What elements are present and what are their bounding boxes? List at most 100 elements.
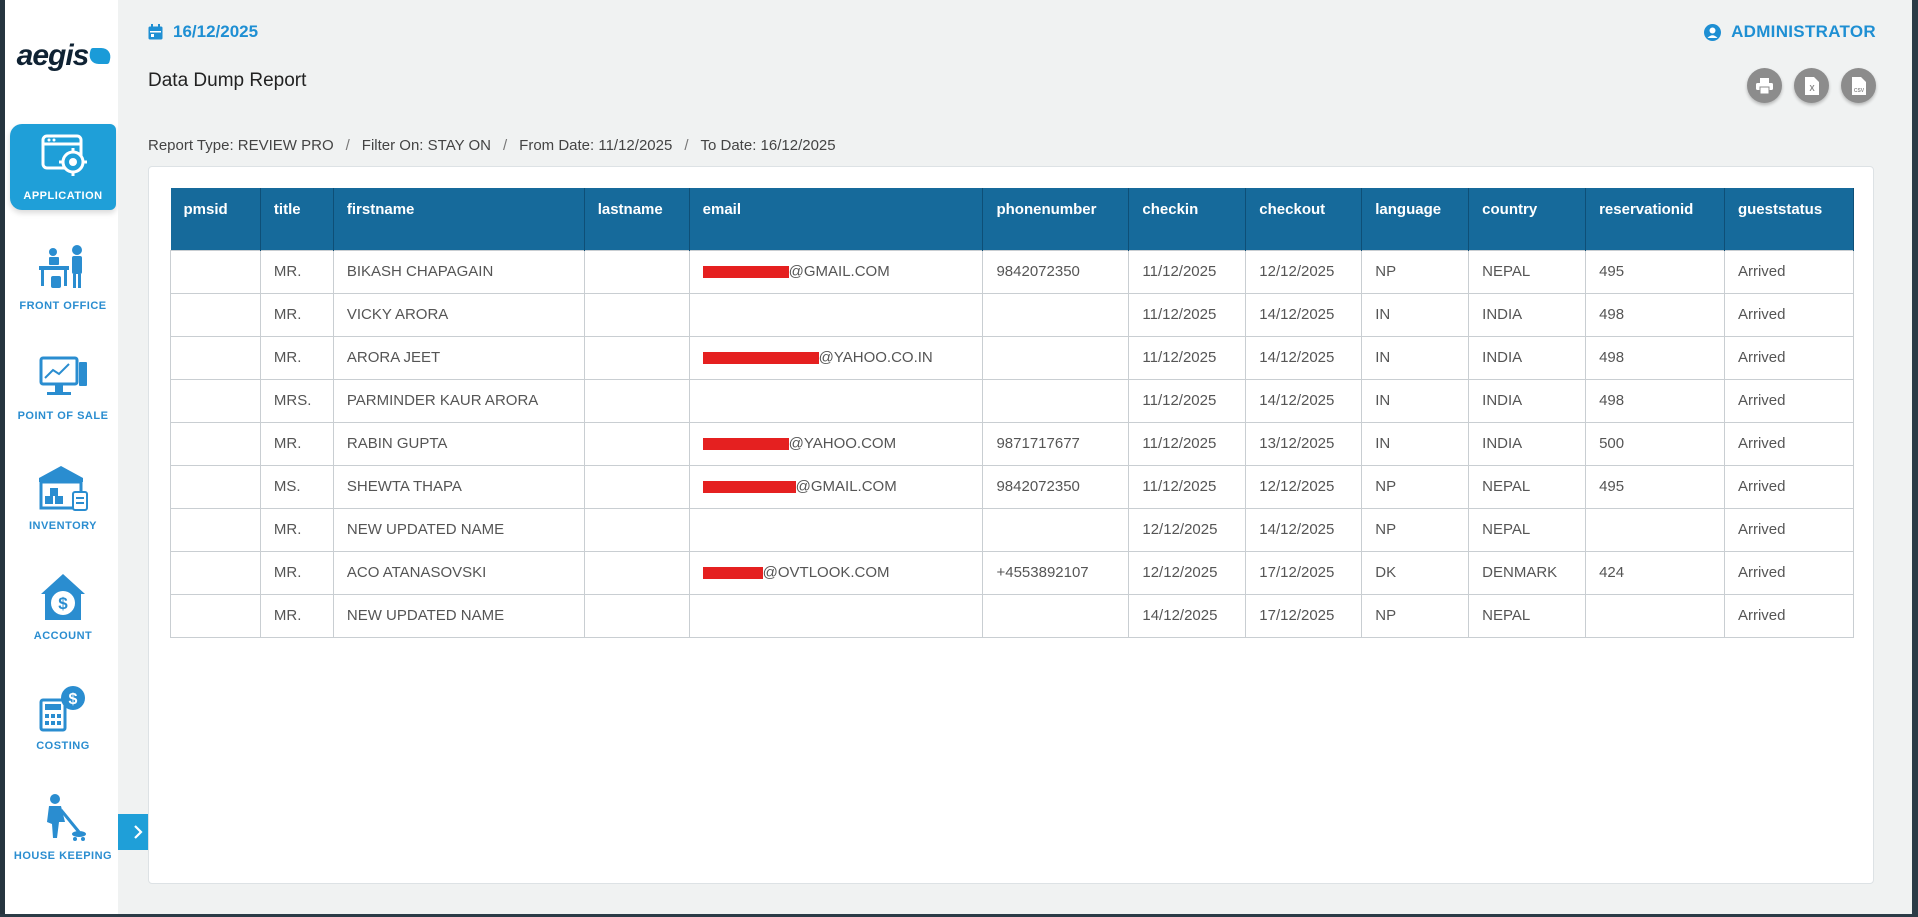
cell-checkout: 12/12/2025 (1245, 464, 1363, 509)
column-header-pmsid[interactable]: pmsid (170, 188, 261, 250)
cell-phonenumber (982, 335, 1130, 380)
cell-language: NP (1361, 593, 1470, 638)
redaction-mark (702, 481, 796, 494)
export-csv-button[interactable]: CSV (1841, 68, 1876, 103)
column-header-lastname[interactable]: lastname (584, 188, 690, 250)
cell-pmsid (170, 335, 261, 380)
data-dump-table: pmsid title firstname lastname email phonenum… (170, 188, 1855, 638)
cell-phonenumber (982, 593, 1130, 638)
column-header-firstname[interactable]: firstname (333, 188, 585, 250)
cell-country: INDIA (1468, 421, 1587, 466)
cell-firstname: BIKASH CHAPAGAIN (332, 249, 585, 294)
cell-title: MR. (259, 292, 334, 337)
cell-checkin: 11/12/2025 (1128, 335, 1247, 380)
cell-phonenumber (982, 507, 1130, 552)
sidebar-item-account[interactable]: $ ACCOUNT (10, 564, 116, 650)
sidebar-item-label: INVENTORY (28, 520, 98, 532)
cell-checkout: 14/12/2025 (1245, 335, 1363, 380)
logo-swoosh (87, 48, 114, 64)
cell-gueststatus: Arrived (1723, 550, 1855, 595)
table-row[interactable]: MR. RABIN GUPTA @YAHOO.COM 9871717677 11/12/… (170, 421, 1855, 466)
svg-text:$: $ (58, 594, 68, 613)
table-row[interactable]: MRS. PARMINDER KAUR ARORA 11/12/2025 14/12/… (170, 378, 1855, 423)
cell-checkin: 12/12/2025 (1128, 507, 1247, 552)
sidebar-item-inventory[interactable]: INVENTORY (10, 454, 116, 540)
front-office-icon (39, 245, 82, 288)
column-header-country[interactable]: country (1468, 188, 1587, 250)
report-type: Report Type: REVIEW PRO (148, 137, 334, 154)
column-header-email[interactable]: email (689, 188, 984, 250)
breadcrumb-separator: / (345, 137, 350, 154)
table-row[interactable]: MR. ARORA JEET @YAHOO.CO.IN 11/12/2025 14/12… (170, 335, 1855, 380)
sidebar-item-label: FRONT OFFICE (19, 300, 107, 312)
cell-pmsid (170, 292, 261, 337)
email-domain: @OVTLOOK.COM (762, 564, 890, 581)
cell-checkin: 11/12/2025 (1128, 421, 1247, 466)
cell-reservationid: 498 (1585, 335, 1725, 380)
cell-country: INDIA (1468, 378, 1587, 423)
table-row[interactable]: MR. VICKY ARORA 11/12/2025 14/12/2025 IN INDI… (170, 292, 1855, 337)
date-text: 16/12/2025 (173, 22, 259, 41)
sidebar-item-front-office[interactable]: FRONT OFFICE (10, 234, 116, 320)
column-header-phonenumber[interactable]: phonenumber (982, 188, 1130, 250)
column-header-title[interactable]: title (260, 188, 334, 250)
email-domain: @GMAIL.COM (795, 478, 897, 495)
table-row[interactable]: MR. NEW UPDATED NAME 12/12/2025 14/12/2025 N… (170, 507, 1855, 552)
csv-file-icon: CSV (1851, 76, 1866, 95)
cell-checkout: 12/12/2025 (1245, 249, 1363, 294)
cell-email: @YAHOO.CO.IN (688, 335, 984, 380)
sidebar-item-application[interactable]: APPLICATION (10, 124, 116, 210)
cell-language: IN (1361, 292, 1470, 337)
cell-lastname (583, 593, 690, 638)
print-button[interactable] (1747, 68, 1782, 103)
table-row[interactable]: MS. SHEWTA THAPA @GMAIL.COM 9842072350 11/12… (170, 464, 1855, 509)
redaction-mark (702, 567, 763, 580)
cell-checkin: 11/12/2025 (1128, 292, 1247, 337)
export-excel-button[interactable]: X (1794, 68, 1829, 103)
cell-pmsid (170, 421, 261, 466)
cell-reservationid: 495 (1585, 464, 1725, 509)
breadcrumb-separator: / (503, 137, 508, 154)
cell-checkout: 14/12/2025 (1245, 292, 1363, 337)
cell-gueststatus: Arrived (1723, 292, 1855, 337)
column-header-checkout[interactable]: checkout (1245, 188, 1363, 250)
column-header-checkin[interactable]: checkin (1128, 188, 1247, 250)
table-row[interactable]: MR. BIKASH CHAPAGAIN @GMAIL.COM 9842072350 1… (170, 249, 1855, 294)
sidebar-item-label: HOUSE KEEPING (13, 850, 113, 862)
cell-email (688, 593, 984, 638)
cell-email (688, 507, 984, 552)
report-card: pmsid title firstname lastname email phonenum… (148, 166, 1874, 884)
cell-language: NP (1361, 464, 1470, 509)
column-header-language[interactable]: language (1361, 188, 1470, 250)
cell-pmsid (170, 378, 261, 423)
filter-on: Filter On: STAY ON (361, 137, 491, 154)
cell-title: MR. (259, 550, 334, 595)
cell-reservationid (1585, 507, 1725, 552)
cell-lastname (583, 249, 690, 294)
redaction-mark (702, 352, 819, 365)
table-body: MR. BIKASH CHAPAGAIN @GMAIL.COM 9842072350 1… (170, 249, 1855, 638)
application-settings-icon (41, 134, 87, 176)
cell-lastname (583, 378, 690, 423)
sidebar-item-house-keeping[interactable]: HOUSE KEEPING (10, 784, 116, 870)
sidebar: aegis APPLICATION FRONT (0, 0, 118, 917)
table-row[interactable]: MR. ACO ATANASOVSKI @OVTLOOK.COM +455389210… (170, 550, 1855, 595)
sidebar-item-costing[interactable]: $ COSTING (10, 674, 116, 760)
sidebar-item-point-of-sale[interactable]: POINT OF SALE (10, 344, 116, 430)
cell-email (688, 378, 984, 423)
cell-checkin: 11/12/2025 (1128, 249, 1247, 294)
report-actions: X CSV (1747, 68, 1876, 103)
cell-email: @YAHOO.COM (688, 421, 984, 466)
aegis-logo[interactable]: aegis (11, 36, 117, 76)
cell-checkin: 11/12/2025 (1128, 464, 1247, 509)
user-menu[interactable]: ADMINISTRATOR (1704, 22, 1876, 42)
cell-title: MRS. (259, 378, 334, 423)
account-icon: $ (41, 574, 85, 620)
cell-reservationid: 498 (1585, 292, 1725, 337)
column-header-reservationid[interactable]: reservationid (1585, 188, 1725, 250)
table-row[interactable]: MR. NEW UPDATED NAME 14/12/2025 17/12/2025 N… (170, 593, 1855, 638)
cell-firstname: NEW UPDATED NAME (332, 593, 585, 638)
cell-reservationid (1585, 593, 1725, 638)
cell-gueststatus: Arrived (1723, 464, 1855, 509)
column-header-gueststatus[interactable]: gueststatus (1724, 188, 1855, 250)
